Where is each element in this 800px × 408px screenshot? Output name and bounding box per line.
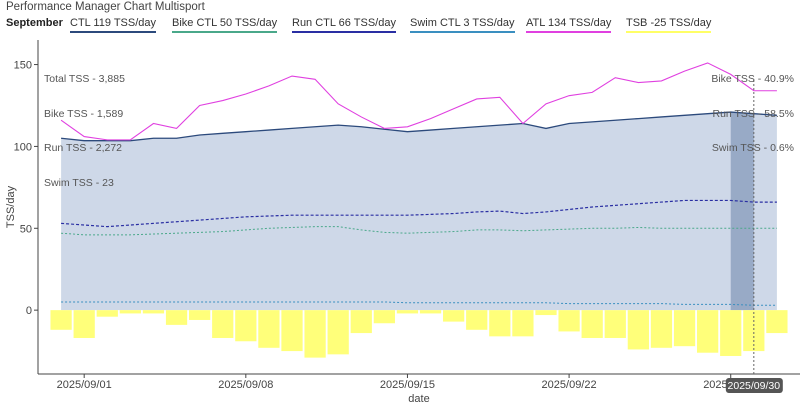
legend-item-ctl[interactable]: CTL 119 TSS/day (70, 17, 157, 33)
tsb-bar (673, 310, 696, 347)
tsb-bar (258, 310, 280, 348)
cursor-badge-bg (725, 378, 783, 393)
tsb-bar (627, 310, 649, 350)
bike-ctl-line (61, 226, 777, 236)
legend-label-tsb: TSB -25 TSS/day (626, 17, 712, 29)
legend-swatch-swim-ctl (410, 31, 515, 33)
y-tick-label: 100 (14, 141, 32, 153)
tsb-bar (720, 310, 742, 356)
legend-label-bike-ctl: Bike CTL 50 TSS/day (172, 17, 278, 29)
tsb-bar (535, 310, 557, 316)
tsb-bar (466, 310, 488, 330)
y-tick-label: 0 (26, 305, 32, 317)
y-axis-title: TSS/day (5, 185, 17, 228)
x-tick-label: 2025/09/15 (380, 379, 435, 391)
tsb-bar (443, 310, 465, 322)
tsb-bar (235, 310, 257, 342)
tsb-bar (350, 310, 372, 334)
tsb-bar (50, 310, 72, 330)
tsb-bar (189, 310, 211, 320)
tsb-bar (142, 310, 165, 314)
legend-label-swim-ctl: Swim CTL 3 TSS/day (410, 17, 515, 29)
x-tick-label: 2025/09/01 (57, 379, 112, 391)
legend-item-atl[interactable]: ATL 134 TSS/day (526, 17, 612, 33)
ctl-line (61, 111, 777, 142)
run-tss-text: Run TSS - 2,272 (44, 142, 123, 154)
x-axis-title: date (408, 393, 429, 405)
tsb-bar (119, 310, 141, 314)
tss-summary-right: Bike TSS - 40.9% Run TSS - 58.5% Swim TS… (711, 51, 794, 166)
tsb-bar (73, 310, 95, 338)
chart-title: Performance Manager Chart Multisport (6, 1, 205, 13)
tsb-bar (558, 310, 580, 332)
tsb-bar (489, 310, 511, 337)
x-tick-label: 2025/09/08 (218, 379, 273, 391)
legend-label-atl: ATL 134 TSS/day (526, 17, 612, 29)
tsb-bar (697, 310, 719, 353)
legend-swatch-run-ctl (292, 31, 396, 33)
legend-swatch-tsb (626, 31, 712, 33)
legend-label-run-ctl: Run CTL 66 TSS/day (292, 17, 396, 29)
tsb-bar (96, 310, 118, 317)
legend-swatch-ctl (70, 31, 157, 33)
tsb-bar (512, 310, 534, 337)
y-tick-label: 150 (14, 60, 32, 72)
tsb-bar (604, 310, 626, 338)
highlight-area (730, 112, 754, 311)
swim-tss-text: Swim TSS - 23 (44, 176, 114, 189)
run-ctl-line (61, 199, 777, 228)
legend-swatch-atl (526, 31, 612, 33)
tsb-bar (419, 310, 442, 314)
swim-ctl-line (61, 301, 777, 306)
tsb-bar (373, 310, 395, 324)
ctl-area (61, 112, 777, 311)
cursor-date-label: 2025/09/30 (728, 380, 781, 392)
legend-item-tsb[interactable]: TSB -25 TSS/day (626, 17, 712, 33)
legend-label-ctl: CTL 119 TSS/day (70, 17, 157, 29)
tsb-bar (165, 310, 188, 325)
x-tick-label: 2025/09/22 (542, 379, 597, 391)
cursor-date-badge: 2025/09/30 (725, 378, 783, 393)
tsb-bar (581, 310, 603, 338)
tsb-bar (650, 310, 673, 348)
tsb-bar (212, 310, 234, 338)
swim-tss-pct-text: Swim TSS - 0.6% (711, 142, 794, 154)
y-tick-label: 50 (20, 223, 32, 235)
legend-item-swim-ctl[interactable]: Swim CTL 3 TSS/day (410, 17, 515, 33)
tss-summary-left: Total TSS - 3,885 Bike TSS - 1,589 Run T… (44, 51, 125, 201)
tsb-bar (743, 310, 765, 352)
total-tss-text: Total TSS - 3,885 (44, 73, 125, 85)
bike-tss-text: Bike TSS - 1,589 (44, 107, 124, 120)
legend-month-label: September (6, 17, 63, 29)
tsb-bar (304, 310, 326, 358)
bike-tss-pct-text: Bike TSS - 40.9% (711, 73, 794, 85)
tsb-bar (396, 310, 419, 314)
atl-line (60, 62, 777, 141)
tsb-bar (281, 310, 303, 352)
run-tss-pct-text: Run TSS - 58.5% (712, 107, 794, 120)
legend-item-run-ctl[interactable]: Run CTL 66 TSS/day (292, 17, 396, 33)
legend-swatch-bike-ctl (172, 31, 278, 33)
legend-item-bike-ctl[interactable]: Bike CTL 50 TSS/day (172, 17, 278, 33)
tsb-bar (766, 310, 788, 334)
tsb-bar (327, 310, 349, 355)
